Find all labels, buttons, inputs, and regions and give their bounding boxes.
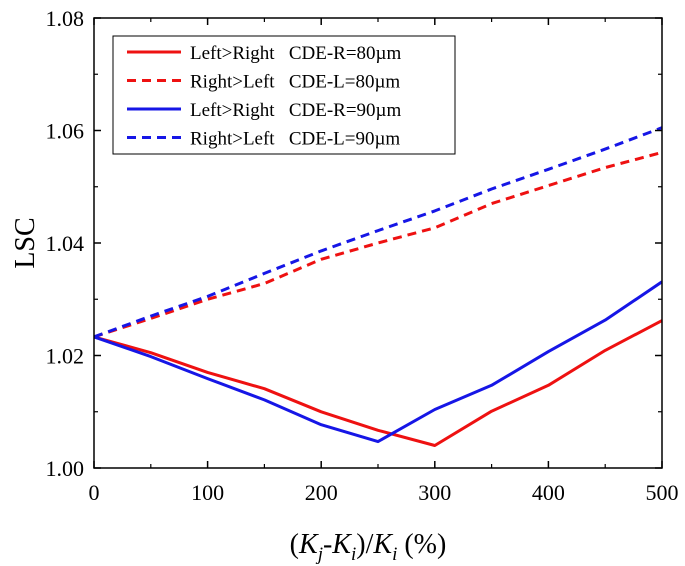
axes-layer: 0 100 200 300 400 500 1.00 1.02 1.04 1.06 1.08 LSC (… xyxy=(10,6,679,565)
y-tick-label: 1.02 xyxy=(46,344,85,369)
legend-label-3: Left>Right CDE-R=90µm xyxy=(190,100,402,121)
legend-label-2: Right>Left CDE-L=80µm xyxy=(190,72,400,93)
x-axis-title-part: i xyxy=(392,544,397,565)
x-axis-title-part: K xyxy=(372,529,393,560)
y-tick-label: 1.04 xyxy=(46,231,85,256)
y-tick-label: 1.00 xyxy=(46,456,85,481)
x-axis-title-part: - xyxy=(323,529,332,560)
series-line-1 xyxy=(94,319,662,447)
x-axis-title-part: i xyxy=(351,544,356,565)
x-axis-title: (Kj-Ki)/Ki (%) xyxy=(290,529,447,565)
x-axis-title-part: )/ xyxy=(356,529,373,560)
x-tick-label: 0 xyxy=(89,480,100,505)
legend-label-4: Right>Left CDE-L=90µm xyxy=(190,129,400,150)
series-layer xyxy=(94,126,662,447)
y-axis-title: LSC xyxy=(10,217,41,268)
x-axis-title-part: K xyxy=(331,529,352,560)
legend-label-1: Left>Right CDE-R=80µm xyxy=(190,43,402,64)
x-tick-label: 500 xyxy=(646,480,679,505)
x-tick-label: 100 xyxy=(191,480,224,505)
x-axis-title-part: ( xyxy=(290,529,299,560)
x-axis-title-part: K xyxy=(298,529,319,560)
series-line-2 xyxy=(94,150,662,339)
series-line-4 xyxy=(94,126,662,339)
legend: Left>Right CDE-R=80µm Right>Left CDE-L=80… xyxy=(112,35,456,155)
series-line-3 xyxy=(94,280,662,444)
x-tick-label: 400 xyxy=(532,480,565,505)
x-tick-label: 200 xyxy=(305,480,338,505)
x-axis-title-part: j xyxy=(315,544,323,565)
y-tick-label: 1.06 xyxy=(46,119,85,144)
legend-box xyxy=(112,35,456,155)
y-tick-label: 1.08 xyxy=(46,6,85,31)
x-tick-label: 300 xyxy=(418,480,451,505)
x-axis-title-part: (%) xyxy=(397,529,446,560)
